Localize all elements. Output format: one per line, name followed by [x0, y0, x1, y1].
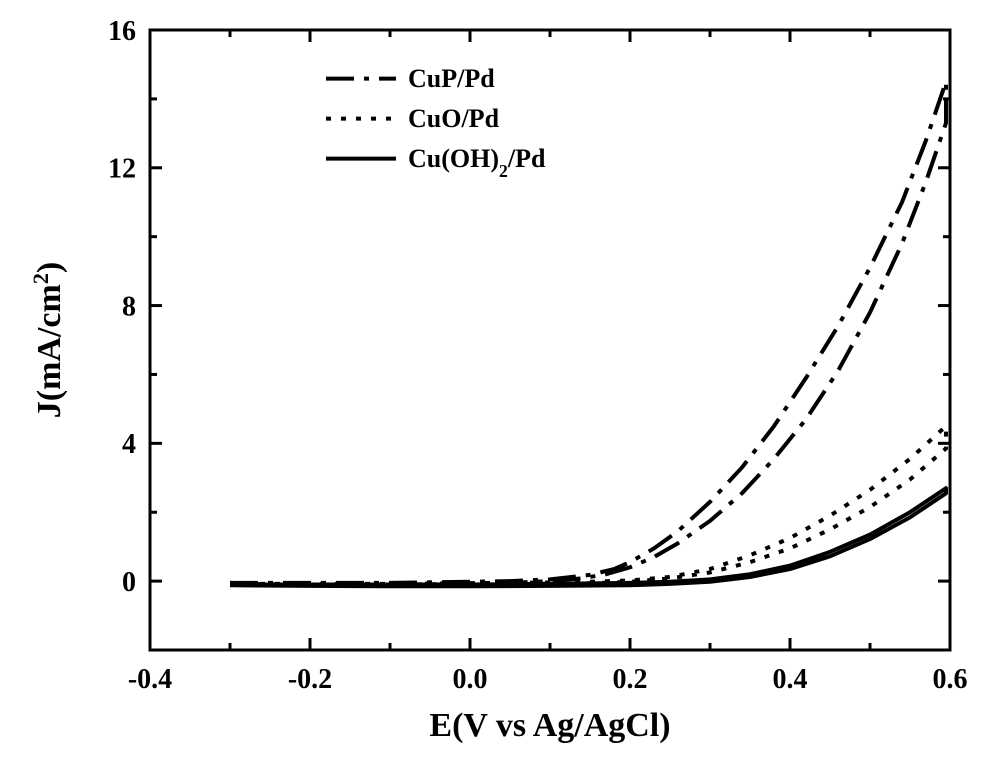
y-tick-label: 4 — [122, 429, 136, 460]
x-tick-label: 0.0 — [453, 664, 488, 695]
x-tick-label: -0.4 — [128, 664, 172, 695]
chart-container: -0.4 -0.2 0.0 0.2 0.4 0.6 0 4 8 12 16 E(V vs Ag/AgC… — [0, 0, 1000, 769]
chart-svg: -0.4 -0.2 0.0 0.2 0.4 0.6 0 4 8 12 16 E(V vs Ag/AgC… — [0, 0, 1000, 769]
x-axis-label: E(V vs Ag/AgCl) — [429, 707, 670, 744]
y-axis-label: J(mA/cm2) — [28, 262, 69, 418]
x-tick-label: -0.2 — [288, 664, 332, 695]
y-tick-label: 0 — [122, 567, 136, 598]
x-tick-label: 0.4 — [773, 664, 808, 695]
x-tick-label: 0.6 — [933, 664, 968, 695]
y-tick-label: 12 — [108, 154, 136, 185]
y-tick-label: 8 — [122, 291, 136, 322]
y-tick-label: 16 — [108, 16, 136, 47]
legend-label: CuO/Pd — [408, 104, 500, 133]
x-tick-label: 0.2 — [613, 664, 648, 695]
legend-label: CuP/Pd — [408, 64, 495, 93]
